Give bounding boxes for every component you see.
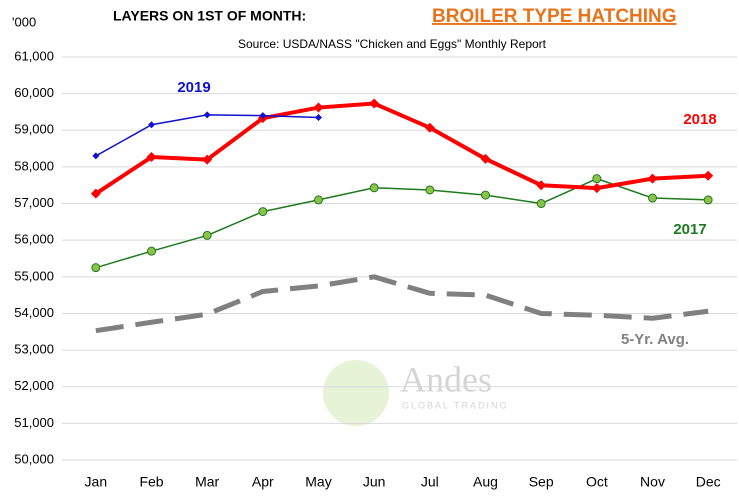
x-tick-label: Jun (363, 474, 386, 490)
watermark-sub: GLOBAL TRADING (402, 400, 509, 410)
series-label: 2019 (177, 79, 210, 96)
series-label: 2018 (683, 111, 716, 128)
marker (592, 174, 602, 184)
marker (480, 153, 491, 164)
chart-subtitle: Source: USDA/NASS "Chicken and Eggs" Mon… (238, 37, 547, 51)
marker (424, 122, 435, 133)
y-tick-label: 53,000 (14, 342, 54, 357)
watermark-logo (323, 360, 389, 426)
y-unit: '000 (12, 14, 36, 29)
watermark: Andes (400, 359, 492, 399)
series-label: 2017 (673, 221, 706, 238)
y-tick-label: 59,000 (14, 122, 54, 137)
x-tick-label: Oct (586, 474, 608, 490)
marker (647, 173, 658, 184)
marker (90, 188, 101, 199)
marker (148, 121, 155, 129)
marker (425, 185, 435, 195)
y-tick-label: 54,000 (14, 305, 54, 320)
x-tick-label: Jul (421, 474, 439, 490)
marker (202, 230, 212, 240)
y-tick-label: 50,000 (14, 451, 54, 466)
y-tick-label: 55,000 (14, 268, 54, 283)
x-tick-label: Mar (195, 474, 219, 490)
marker (202, 154, 213, 165)
marker (314, 195, 323, 205)
y-tick-label: 52,000 (14, 378, 54, 393)
x-tick-label: Sep (529, 474, 554, 490)
x-tick-label: Feb (139, 474, 163, 490)
marker (369, 183, 379, 193)
marker (536, 180, 547, 191)
marker (258, 207, 268, 217)
marker (203, 111, 211, 119)
y-tick-label: 56,000 (14, 232, 54, 247)
y-tick-label: 57,000 (14, 195, 54, 210)
marker (313, 102, 324, 113)
series-line (95, 274, 709, 334)
marker (648, 193, 657, 203)
marker (481, 190, 490, 200)
y-tick-label: 58,000 (14, 158, 54, 173)
marker (369, 98, 380, 109)
series-line (94, 101, 709, 196)
y-tick-label: 51,000 (14, 415, 54, 430)
series-line (95, 114, 319, 157)
marker (315, 113, 322, 121)
marker (591, 183, 602, 194)
marker (536, 199, 546, 209)
marker (703, 170, 714, 181)
series-line (95, 177, 709, 269)
chart-title: LAYERS ON 1ST OF MONTH: (113, 8, 306, 24)
x-tick-label: Apr (252, 474, 274, 490)
y-tick-label: 60,000 (14, 85, 54, 100)
x-tick-label: Nov (640, 474, 665, 490)
marker (91, 263, 101, 273)
x-tick-label: Dec (696, 474, 721, 490)
marker (147, 246, 156, 256)
marker (146, 152, 157, 163)
x-tick-label: Jan (85, 474, 108, 490)
x-tick-label: Aug (473, 474, 498, 490)
marker (259, 112, 267, 120)
y-tick-label: 61,000 (14, 48, 54, 63)
series-label: 5-Yr. Avg. (621, 331, 689, 348)
marker (92, 152, 100, 160)
x-tick-label: May (305, 474, 331, 490)
marker (703, 195, 713, 205)
chart-title-highlight: BROILER TYPE HATCHING (432, 6, 677, 27)
